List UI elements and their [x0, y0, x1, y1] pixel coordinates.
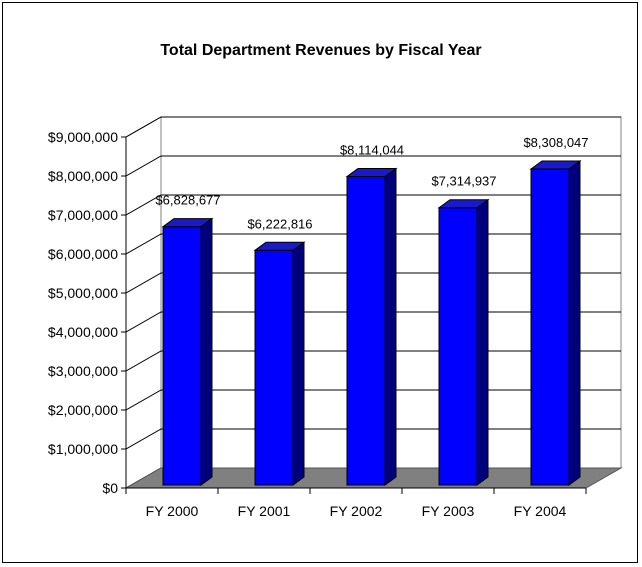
- y-tick-label: $6,000,000: [48, 246, 118, 262]
- bar-top: [529, 160, 582, 170]
- y-tick-label: $0: [102, 480, 118, 496]
- bar: [345, 167, 398, 486]
- bar: [529, 160, 582, 486]
- data-label: $8,114,044: [340, 143, 404, 158]
- bar-top: [437, 199, 490, 209]
- bar-front: [254, 249, 294, 486]
- chart-title: Total Department Revenues by Fiscal Year: [160, 42, 481, 59]
- x-axis-categories: FY 2000 FY 2001 FY 2002 FY 2003 FY 2004: [146, 503, 567, 519]
- bar: [437, 198, 490, 486]
- bar-top: [161, 218, 214, 228]
- data-label: $6,828,677: [155, 193, 220, 208]
- bar-front: [530, 168, 570, 486]
- bar-side: [568, 160, 581, 486]
- bar-top: [253, 241, 306, 251]
- bar-side: [476, 198, 489, 486]
- y-axis-ticks: $0 $1,000,000 $2,000,000 $3,000,000 $4,000,0…: [48, 129, 126, 496]
- bar-side: [200, 217, 213, 486]
- bar-side: [292, 241, 305, 486]
- gridline: [125, 194, 621, 216]
- axes: [125, 137, 587, 494]
- y-tick-label: $2,000,000: [48, 402, 118, 418]
- bars: [161, 160, 582, 486]
- gridline: [125, 116, 621, 138]
- bar-front: [162, 226, 202, 486]
- bar-chart: Total Department Revenues by Fiscal Year…: [48, 42, 623, 519]
- y-tick-label: $1,000,000: [48, 441, 118, 457]
- x-category-label: FY 2002: [330, 503, 383, 519]
- y-tick-label: $9,000,000: [48, 129, 118, 145]
- bar-front: [346, 176, 386, 486]
- bar-top: [345, 168, 398, 178]
- data-labels: $6,828,677 $6,222,816 $8,114,044 $7,314,937…: [155, 135, 588, 231]
- x-category-label: FY 2000: [146, 503, 199, 519]
- y-tick-label: $5,000,000: [48, 285, 118, 301]
- data-label: $6,222,816: [247, 216, 312, 231]
- data-label: $8,308,047: [523, 135, 588, 150]
- y-tick-label: $7,000,000: [48, 207, 118, 223]
- gridline: [125, 155, 621, 177]
- bar-side: [384, 167, 397, 486]
- bar: [253, 241, 306, 486]
- y-tick-label: $3,000,000: [48, 363, 118, 379]
- x-category-label: FY 2001: [238, 503, 291, 519]
- x-category-label: FY 2004: [514, 503, 567, 519]
- bar-front: [438, 207, 478, 486]
- data-label: $7,314,937: [431, 174, 496, 189]
- y-tick-label: $4,000,000: [48, 324, 118, 340]
- x-category-label: FY 2003: [422, 503, 475, 519]
- y-tick-label: $8,000,000: [48, 168, 118, 184]
- bar: [161, 217, 214, 486]
